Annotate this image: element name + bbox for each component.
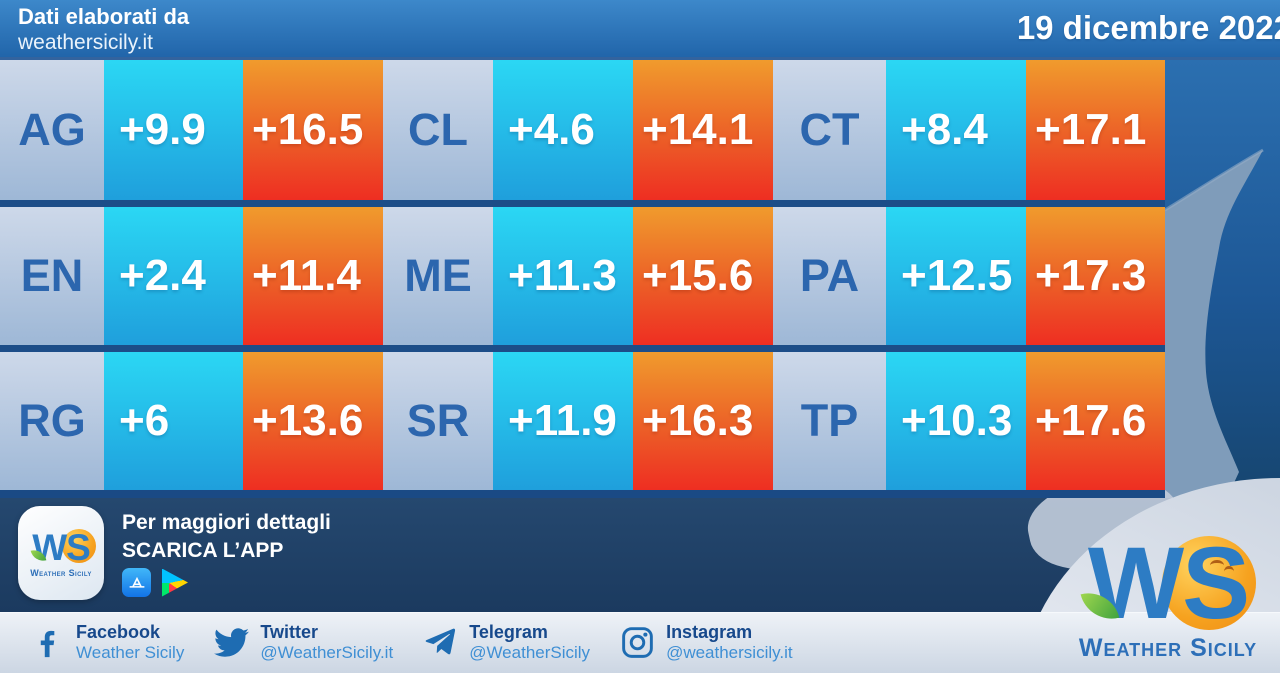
ws-logo-mark: WS: [32, 526, 91, 568]
google-play-icon[interactable]: [162, 568, 188, 597]
social-bar-background: [0, 612, 1280, 673]
twitter-link[interactable]: Twitter @WeatherSicily.it: [214, 622, 393, 664]
ws-app-icon: WS Weather Sicily: [18, 506, 104, 600]
social-handle: Weather Sicily: [76, 643, 185, 663]
max-temperature: +11.4: [243, 207, 383, 345]
credit-site: weathersicily.it: [18, 31, 153, 54]
row-divider: [0, 345, 1165, 352]
table-row: AG +9.9 +16.5 CL +4.6 +14.1 CT +8.4 +17.…: [0, 60, 1165, 200]
min-temperature: +10.3: [886, 352, 1026, 490]
data-credit: Dati elaborati da weathersicily.it: [18, 3, 189, 55]
facebook-link[interactable]: Facebook Weather Sicily: [30, 622, 184, 664]
province-code: EN: [0, 207, 104, 345]
promo-text: Per maggiori dettagli SCARICA L’APP: [122, 509, 331, 565]
social-handle: @WeatherSicily: [469, 643, 591, 663]
ws-logo-name: Weather Sicily: [30, 567, 92, 578]
min-temperature: +6: [104, 352, 243, 490]
max-temperature: +17.1: [1026, 60, 1165, 200]
min-temperature: +11.9: [493, 352, 633, 490]
ws-logo-mark: WS: [1087, 526, 1250, 640]
social-handle: @weathersicily.it: [666, 643, 793, 663]
sun-icon: [61, 528, 96, 563]
temperature-table: AG +9.9 +16.5 CL +4.6 +14.1 CT +8.4 +17.…: [0, 60, 1165, 498]
header: Dati elaborati da weathersicily.it 19 di…: [0, 0, 1280, 60]
app-store-icon[interactable]: [122, 568, 151, 597]
row-divider: [0, 200, 1165, 207]
province-code: TP: [773, 352, 886, 490]
max-temperature: +17.3: [1026, 207, 1165, 345]
telegram-icon: [425, 628, 456, 655]
social-network: Facebook: [76, 621, 161, 642]
max-temperature: +14.1: [633, 60, 773, 200]
province-code: RG: [0, 352, 104, 490]
instagram-icon: [622, 627, 653, 658]
facebook-icon: [40, 630, 55, 658]
social-handle: @WeatherSicily.it: [260, 643, 394, 663]
telegram-link[interactable]: Telegram @WeatherSicily: [423, 622, 590, 664]
province-code: CL: [383, 60, 493, 200]
max-temperature: +16.5: [243, 60, 383, 200]
social-network: Twitter: [260, 621, 319, 642]
min-temperature: +11.3: [493, 207, 633, 345]
max-temperature: +16.3: [633, 352, 773, 490]
social-network: Telegram: [469, 621, 548, 642]
credit-label: Dati elaborati da: [18, 4, 190, 29]
social-network: Instagram: [666, 621, 753, 642]
social-links: Facebook Weather Sicily Twitter @Weather…: [30, 612, 793, 673]
min-temperature: +2.4: [104, 207, 243, 345]
row-divider: [0, 490, 1165, 498]
table-row: RG +6 +13.6 SR +11.9 +16.3 TP +10.3 +17.…: [0, 352, 1165, 490]
province-code: AG: [0, 60, 104, 200]
instagram-link[interactable]: Instagram @weathersicily.it: [620, 622, 793, 664]
map-background-strip: [1164, 60, 1280, 498]
min-temperature: +8.4: [886, 60, 1026, 200]
max-temperature: +17.6: [1026, 352, 1165, 490]
promo-line-2: SCARICA L’APP: [122, 539, 284, 562]
ws-logo: WS Weather Sicily: [1056, 532, 1280, 663]
twitter-icon: [214, 628, 250, 657]
date-label: 19 dicembre 2022: [1016, 9, 1280, 46]
promo-line-1: Per maggiori dettagli: [122, 511, 331, 534]
min-temperature: +9.9: [104, 60, 243, 200]
min-temperature: +12.5: [886, 207, 1026, 345]
max-temperature: +15.6: [633, 207, 773, 345]
province-code: CT: [773, 60, 886, 200]
sun-icon: [1162, 536, 1257, 630]
max-temperature: +13.6: [243, 352, 383, 490]
province-code: SR: [383, 352, 493, 490]
province-code: ME: [383, 207, 493, 345]
app-promo: WS Weather Sicily Per maggiori dettagli …: [0, 498, 1050, 612]
ws-logo-name: Weather Sicily: [1078, 634, 1258, 662]
store-badges: [122, 568, 188, 597]
min-temperature: +4.6: [493, 60, 633, 200]
province-code: PA: [773, 207, 886, 345]
table-row: EN +2.4 +11.4 ME +11.3 +15.6 PA +12.5 +1…: [0, 207, 1165, 345]
